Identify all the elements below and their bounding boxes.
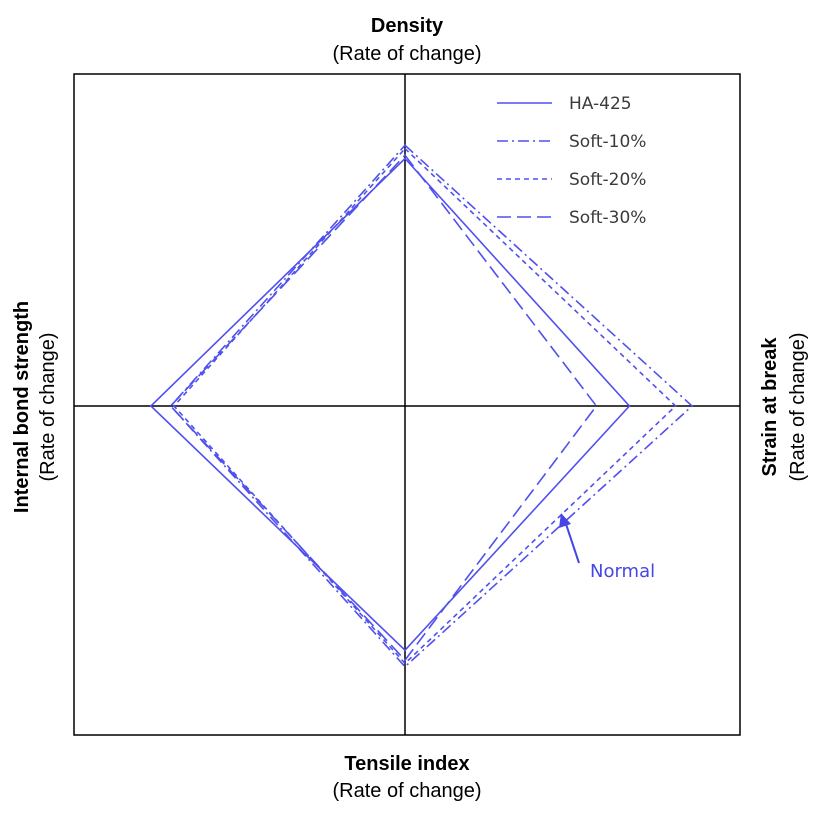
axis-subtitle-right: (Rate of change) xyxy=(787,333,809,482)
axis-title-left: Internal bond strength xyxy=(11,301,33,513)
series-soft-10--line xyxy=(169,144,694,668)
plot-frame xyxy=(73,73,741,736)
annotation-label: Normal xyxy=(590,561,655,582)
axis-title-top: Density xyxy=(371,15,444,37)
series-soft-20--line xyxy=(172,147,677,665)
axis-subtitle-top: (Rate of change) xyxy=(333,43,482,65)
series-ha-425-line xyxy=(149,157,631,652)
axis-subtitle-bottom: (Rate of change) xyxy=(333,780,482,802)
series-soft-30--line xyxy=(169,153,598,662)
axis-title-right: Strain at break xyxy=(759,337,781,477)
legend-label-soft-20-: Soft-20% xyxy=(569,170,646,190)
axis-title-bottom: Tensile index xyxy=(344,753,469,775)
annotation-arrow-head xyxy=(559,513,571,528)
legend-label-soft-10-: Soft-10% xyxy=(569,132,646,152)
legend-label-soft-30-: Soft-30% xyxy=(569,208,646,228)
legend-label-ha-425: HA-425 xyxy=(569,94,632,114)
annotation-arrow-shaft xyxy=(565,523,580,564)
axis-subtitle-left: (Rate of change) xyxy=(37,333,59,482)
